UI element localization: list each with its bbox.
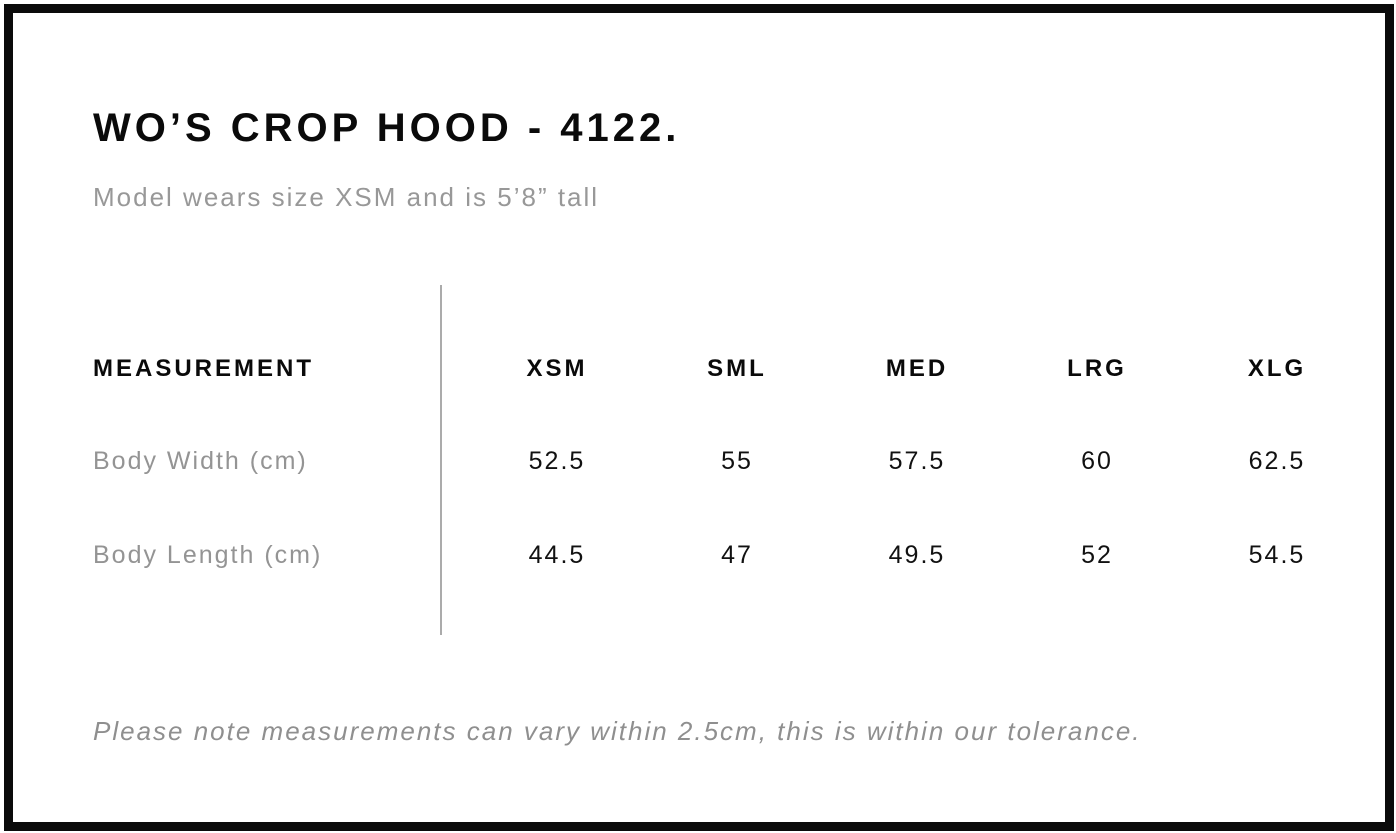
table-row-body-width: Body Width (cm) 52.5 55 57.5 60 62.5 — [93, 446, 1367, 476]
body-width-lrg-value: 60 — [1081, 447, 1113, 475]
column-header-xsm: XSM — [526, 355, 588, 382]
body-length-lrg-value: 52 — [1081, 541, 1113, 569]
column-header-med: MED — [885, 355, 949, 382]
row-label-body-width: Body Width (cm) — [93, 447, 308, 475]
body-width-xlg-value: 62.5 — [1248, 447, 1306, 475]
size-table-header-row: MEASUREMENT XSM SML MED LRG XLG — [93, 354, 1367, 384]
body-length-xsm-value: 44.5 — [528, 541, 586, 569]
body-width-med-value: 57.5 — [888, 447, 946, 475]
table-column-divider — [440, 285, 442, 635]
column-header-lrg: LRG — [1067, 355, 1127, 382]
tolerance-note: Please note measurements can vary within… — [93, 716, 1142, 746]
body-length-sml-value: 47 — [721, 541, 753, 569]
body-length-med-value: 49.5 — [888, 541, 946, 569]
body-width-sml-value: 55 — [721, 447, 753, 475]
model-size-note: Model wears size XSM and is 5’8” tall — [93, 182, 600, 212]
page-title: WO’S CROP HOOD - 4122. — [93, 106, 681, 150]
column-header-xlg: XLG — [1247, 355, 1307, 382]
column-header-sml: SML — [707, 355, 767, 382]
body-length-xlg-value: 54.5 — [1248, 541, 1306, 569]
column-header-measurement: MEASUREMENT — [93, 355, 315, 382]
body-width-xsm-value: 52.5 — [528, 447, 586, 475]
table-row-body-length: Body Length (cm) 44.5 47 49.5 52 54.5 — [93, 540, 1367, 570]
row-label-body-length: Body Length (cm) — [93, 541, 323, 569]
